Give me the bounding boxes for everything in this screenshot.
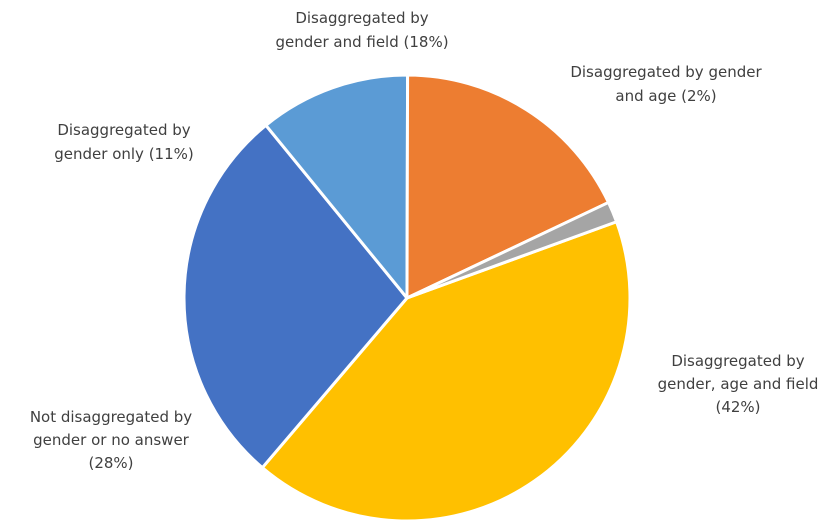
label-line: Disaggregated by (295, 9, 428, 27)
slice-not-disaggregated-label: Not disaggregated by gender or no answer (… (30, 408, 192, 472)
slice-gender-only-label: Disaggregated by gender only (11%) (54, 121, 193, 163)
pie-slices (182, 73, 632, 520)
slice-gender-age-field-label: Disaggregated by gender, age and field (42… (658, 352, 819, 416)
label-line: Disaggregated by (57, 121, 190, 139)
label-line: gender only (11%) (54, 145, 193, 163)
slice-gender-field (405, 73, 610, 300)
label-line: Disaggregated by gender (570, 63, 762, 81)
slice-gender-age (405, 200, 619, 300)
slice-gender-age-label: Disaggregated by gender and age (2%) (570, 63, 762, 105)
label-line: (28%) (88, 454, 133, 472)
slice-gender-only (264, 73, 410, 300)
label-line: gender or no answer (33, 431, 190, 449)
label-line: Not disaggregated by (30, 408, 192, 426)
label-line: (42%) (715, 398, 760, 416)
slice-gender-field-label: Disaggregated by gender and field (18%) (275, 9, 448, 51)
label-line: gender, age and field (658, 375, 819, 393)
label-line: gender and field (18%) (275, 33, 448, 51)
pie-labels: Disaggregated by gender, age and field (42… (30, 9, 819, 472)
slice-gender-age-field (260, 220, 632, 520)
slice-not-disaggregated (182, 123, 409, 470)
label-line: and age (2%) (615, 87, 716, 105)
label-line: Disaggregated by (671, 352, 804, 370)
